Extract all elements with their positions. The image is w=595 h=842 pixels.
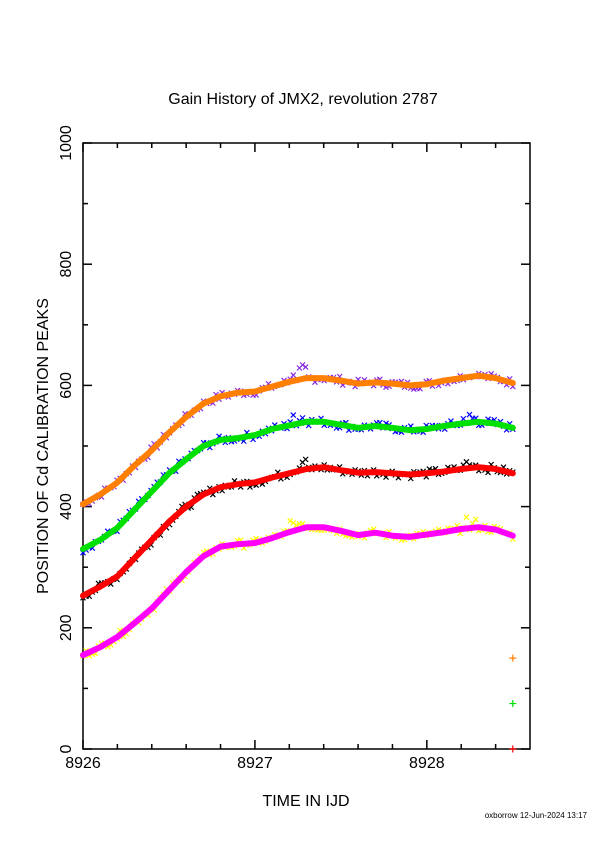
y-tick-label: 400: [58, 493, 75, 520]
data-point: [299, 361, 306, 368]
axis-ticks: 8926 8927 8928 0 200 400 600 800 1000: [58, 125, 530, 772]
series-line: [80, 418, 516, 552]
plus-marker: [509, 745, 517, 753]
y-tick-label: 1000: [58, 125, 75, 161]
plus-marker: [509, 654, 517, 662]
series-line: [80, 464, 516, 599]
series-line: [80, 524, 516, 659]
y-tick-label: 0: [58, 744, 75, 753]
x-tick-label: 8926: [65, 755, 101, 772]
x-tick-label: 8928: [409, 755, 445, 772]
x-axis-label: TIME IN IJD: [262, 793, 349, 810]
data-point: [290, 372, 297, 378]
data-point: [290, 412, 297, 418]
data-point: [472, 516, 479, 523]
y-axis-label: POSITION OF Cd CALIBRATION PEAKS: [35, 298, 52, 594]
series-line: [80, 372, 516, 508]
y-tick-label: 800: [58, 251, 75, 278]
y-tick-label: 600: [58, 372, 75, 399]
y-tick-label: 200: [58, 614, 75, 641]
data-point: [302, 364, 309, 371]
plus-marker: [509, 700, 517, 708]
chart-title: Gain History of JMX2, revolution 2787: [168, 91, 438, 108]
data-point: [287, 517, 294, 524]
series-lines: [80, 372, 516, 659]
side-markers: [509, 654, 517, 753]
data-point: [302, 456, 309, 463]
data-point: [463, 514, 470, 521]
footer-timestamp: oxborrow 12-Jun-2024 13:17: [485, 811, 588, 820]
x-tick-label: 8927: [237, 755, 273, 772]
